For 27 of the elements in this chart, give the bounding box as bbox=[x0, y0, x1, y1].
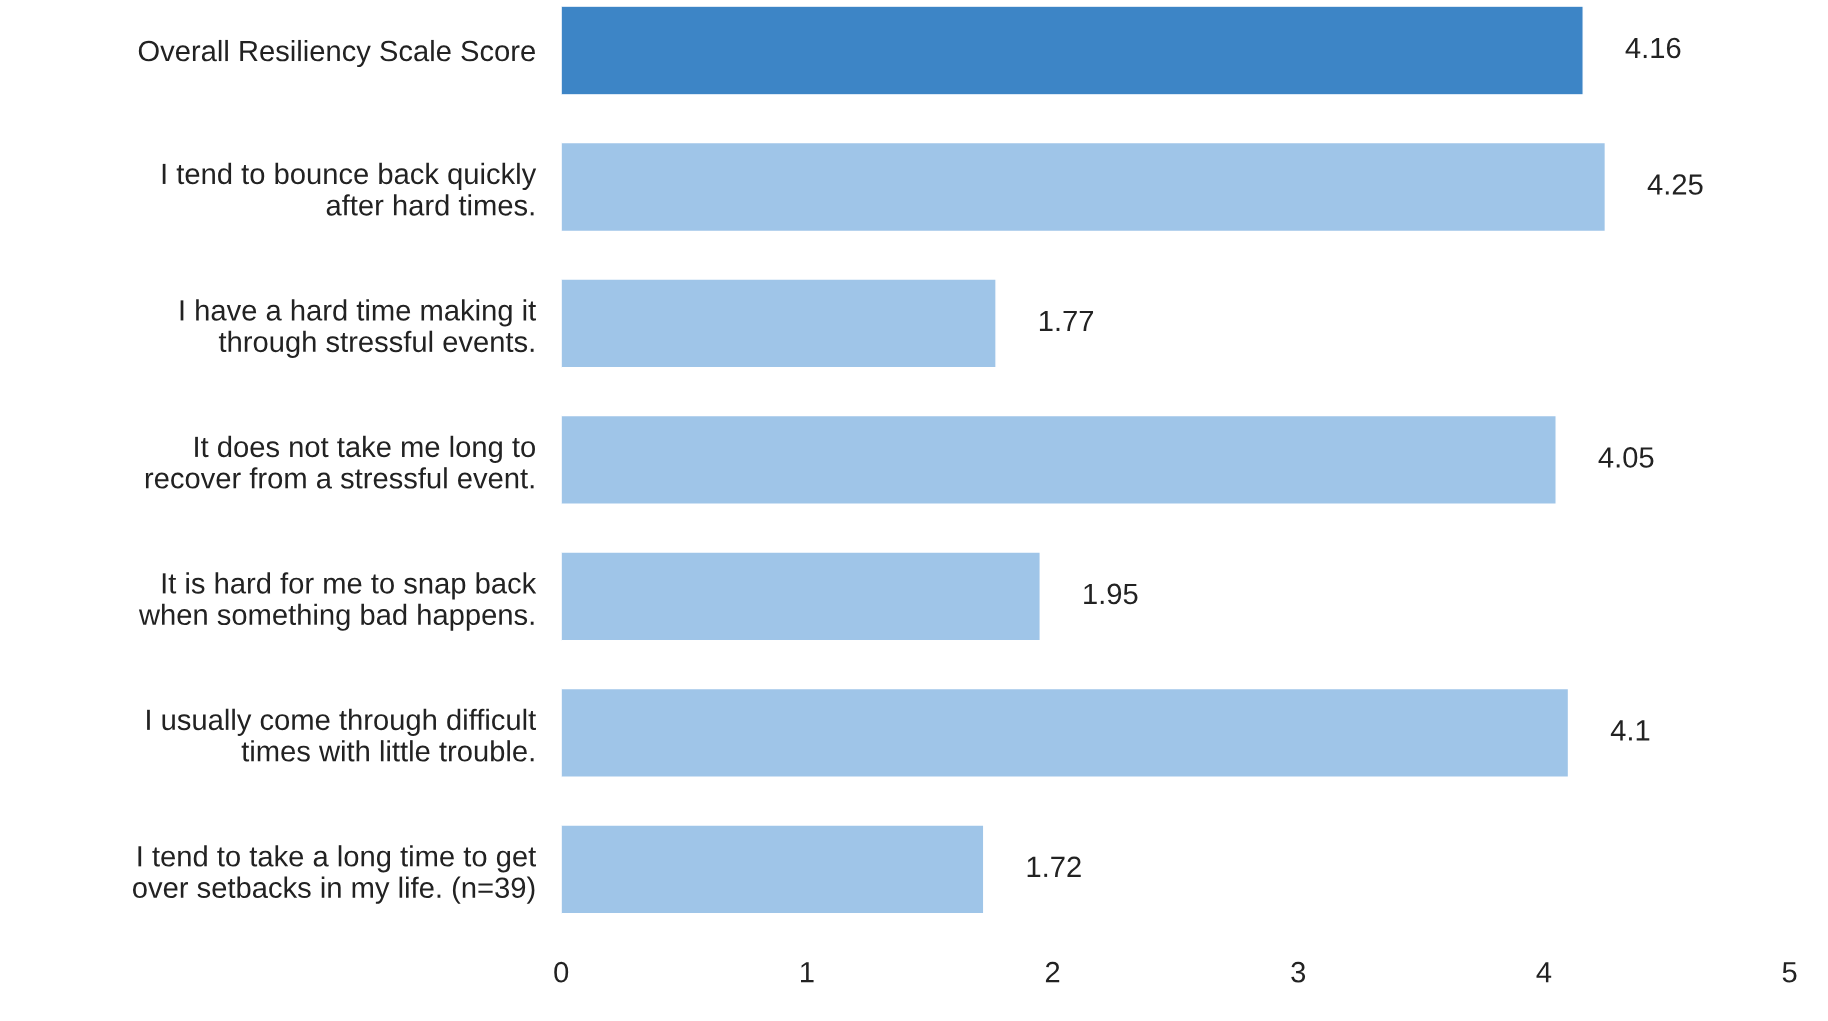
bar bbox=[561, 141, 1607, 233]
data-label: 4.25 bbox=[1647, 174, 1703, 195]
y-tick-label: It is hard for me to snap back when something bad happens. bbox=[138, 572, 537, 631]
x-tick-label: 3 bbox=[1291, 961, 1306, 983]
data-label: 1.95 bbox=[1084, 583, 1138, 605]
bar bbox=[561, 551, 1041, 642]
y-tick-label: I have a hard time making it through stressful events. bbox=[180, 299, 537, 358]
bar bbox=[561, 824, 985, 915]
x-tick-label: 2 bbox=[1045, 961, 1060, 983]
bar bbox=[561, 5, 1584, 96]
y-tick-label: I tend to bounce back quickly after hard times. bbox=[162, 162, 537, 216]
data-label: 4.16 bbox=[1625, 37, 1681, 59]
y-tick-label: It does not take me long to recover from a stressful event. bbox=[145, 435, 535, 489]
y-tick-label: Overall Resiliency Scale Score bbox=[138, 39, 535, 68]
data-label: 1.77 bbox=[1039, 310, 1094, 331]
bar bbox=[561, 414, 1557, 505]
data-label: 4.05 bbox=[1598, 447, 1654, 468]
data-label: 4.1 bbox=[1610, 720, 1650, 741]
bar bbox=[561, 278, 997, 369]
data-label: 1.72 bbox=[1027, 856, 1081, 877]
x-tick-label: 0 bbox=[554, 961, 569, 983]
x-tick-label: 1 bbox=[800, 962, 814, 983]
bar bbox=[561, 687, 1570, 778]
x-tick-label: 5 bbox=[1782, 962, 1797, 983]
y-tick-label: I tend to take a long time to get over setbacks in my life. (n=39) bbox=[133, 845, 537, 904]
y-tick-label: I usually come through difficult times with little trouble. bbox=[147, 708, 537, 762]
x-tick-label: 4 bbox=[1536, 962, 1552, 983]
